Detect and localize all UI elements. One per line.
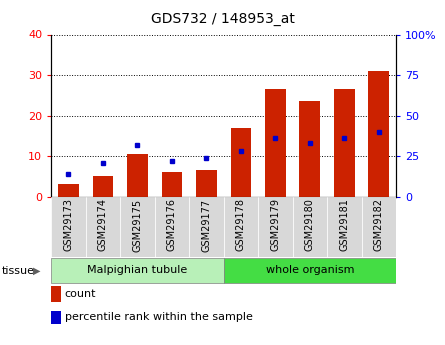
Text: GSM29176: GSM29176 [167,198,177,252]
Text: ▶: ▶ [33,266,40,276]
Text: Malpighian tubule: Malpighian tubule [87,265,187,275]
FancyBboxPatch shape [327,197,362,257]
FancyBboxPatch shape [293,197,327,257]
Text: GSM29175: GSM29175 [133,198,142,252]
Bar [58,185,79,197]
Bar [265,89,286,197]
Text: GSM29180: GSM29180 [305,198,315,252]
FancyBboxPatch shape [86,197,120,257]
Text: GDS732 / 148953_at: GDS732 / 148953_at [150,12,295,26]
Text: GSM29174: GSM29174 [98,198,108,252]
Bar [162,171,182,197]
Text: GSM29182: GSM29182 [374,198,384,252]
FancyBboxPatch shape [51,197,86,257]
FancyBboxPatch shape [155,197,189,257]
Bar [231,128,251,197]
FancyBboxPatch shape [189,197,224,257]
Text: GSM29178: GSM29178 [236,198,246,252]
Text: tissue: tissue [2,266,35,276]
Text: whole organism: whole organism [266,265,354,275]
FancyBboxPatch shape [224,258,396,283]
Bar [127,154,148,197]
Text: count: count [65,289,96,299]
Text: GSM29177: GSM29177 [202,198,211,252]
Text: percentile rank within the sample: percentile rank within the sample [65,313,252,322]
FancyBboxPatch shape [224,197,258,257]
FancyBboxPatch shape [258,197,293,257]
Bar [368,71,389,197]
Bar [299,101,320,197]
Bar [334,89,355,197]
Bar [93,176,113,197]
Text: GSM29173: GSM29173 [64,198,73,252]
FancyBboxPatch shape [120,197,155,257]
Text: GSM29179: GSM29179 [271,198,280,252]
Bar [196,170,217,197]
FancyBboxPatch shape [362,197,396,257]
Text: GSM29181: GSM29181 [340,198,349,252]
FancyBboxPatch shape [51,258,224,283]
